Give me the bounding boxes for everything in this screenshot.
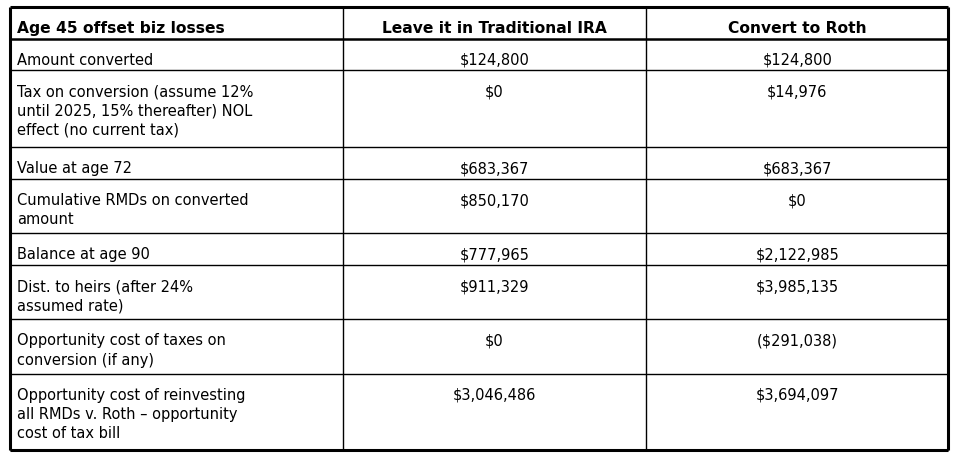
Text: $3,694,097: $3,694,097 [756, 388, 839, 403]
Text: $124,800: $124,800 [460, 53, 530, 68]
Text: Value at age 72: Value at age 72 [17, 161, 132, 176]
Text: $777,965: $777,965 [460, 248, 530, 263]
Text: $3,046,486: $3,046,486 [453, 388, 536, 403]
Text: $0: $0 [485, 85, 504, 100]
Text: $3,985,135: $3,985,135 [756, 279, 839, 294]
Text: Opportunity cost of taxes on
conversion (if any): Opportunity cost of taxes on conversion … [17, 334, 226, 368]
Text: ($291,038): ($291,038) [757, 334, 837, 349]
Text: $0: $0 [787, 193, 807, 208]
Text: Cumulative RMDs on converted
amount: Cumulative RMDs on converted amount [17, 193, 249, 227]
Text: $14,976: $14,976 [767, 85, 828, 100]
Text: $2,122,985: $2,122,985 [756, 248, 839, 263]
Text: Dist. to heirs (after 24%
assumed rate): Dist. to heirs (after 24% assumed rate) [17, 279, 194, 313]
Text: $683,367: $683,367 [460, 161, 529, 176]
Text: Amount converted: Amount converted [17, 53, 153, 68]
Text: Leave it in Traditional IRA: Leave it in Traditional IRA [382, 21, 607, 36]
Text: $124,800: $124,800 [763, 53, 833, 68]
Text: $850,170: $850,170 [460, 193, 530, 208]
Text: $911,329: $911,329 [460, 279, 529, 294]
Text: $683,367: $683,367 [763, 161, 832, 176]
Text: Convert to Roth: Convert to Roth [728, 21, 867, 36]
Text: Age 45 offset biz losses: Age 45 offset biz losses [17, 21, 225, 36]
Text: Tax on conversion (assume 12%
until 2025, 15% thereafter) NOL
effect (no current: Tax on conversion (assume 12% until 2025… [17, 85, 254, 138]
Text: Opportunity cost of reinvesting
all RMDs v. Roth – opportunity
cost of tax bill: Opportunity cost of reinvesting all RMDs… [17, 388, 246, 441]
Text: $0: $0 [485, 334, 504, 349]
Text: Balance at age 90: Balance at age 90 [17, 248, 150, 263]
